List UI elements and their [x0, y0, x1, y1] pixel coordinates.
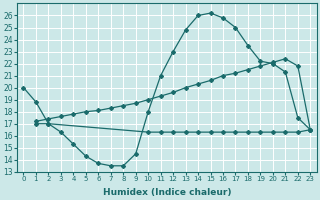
- X-axis label: Humidex (Indice chaleur): Humidex (Indice chaleur): [103, 188, 231, 197]
